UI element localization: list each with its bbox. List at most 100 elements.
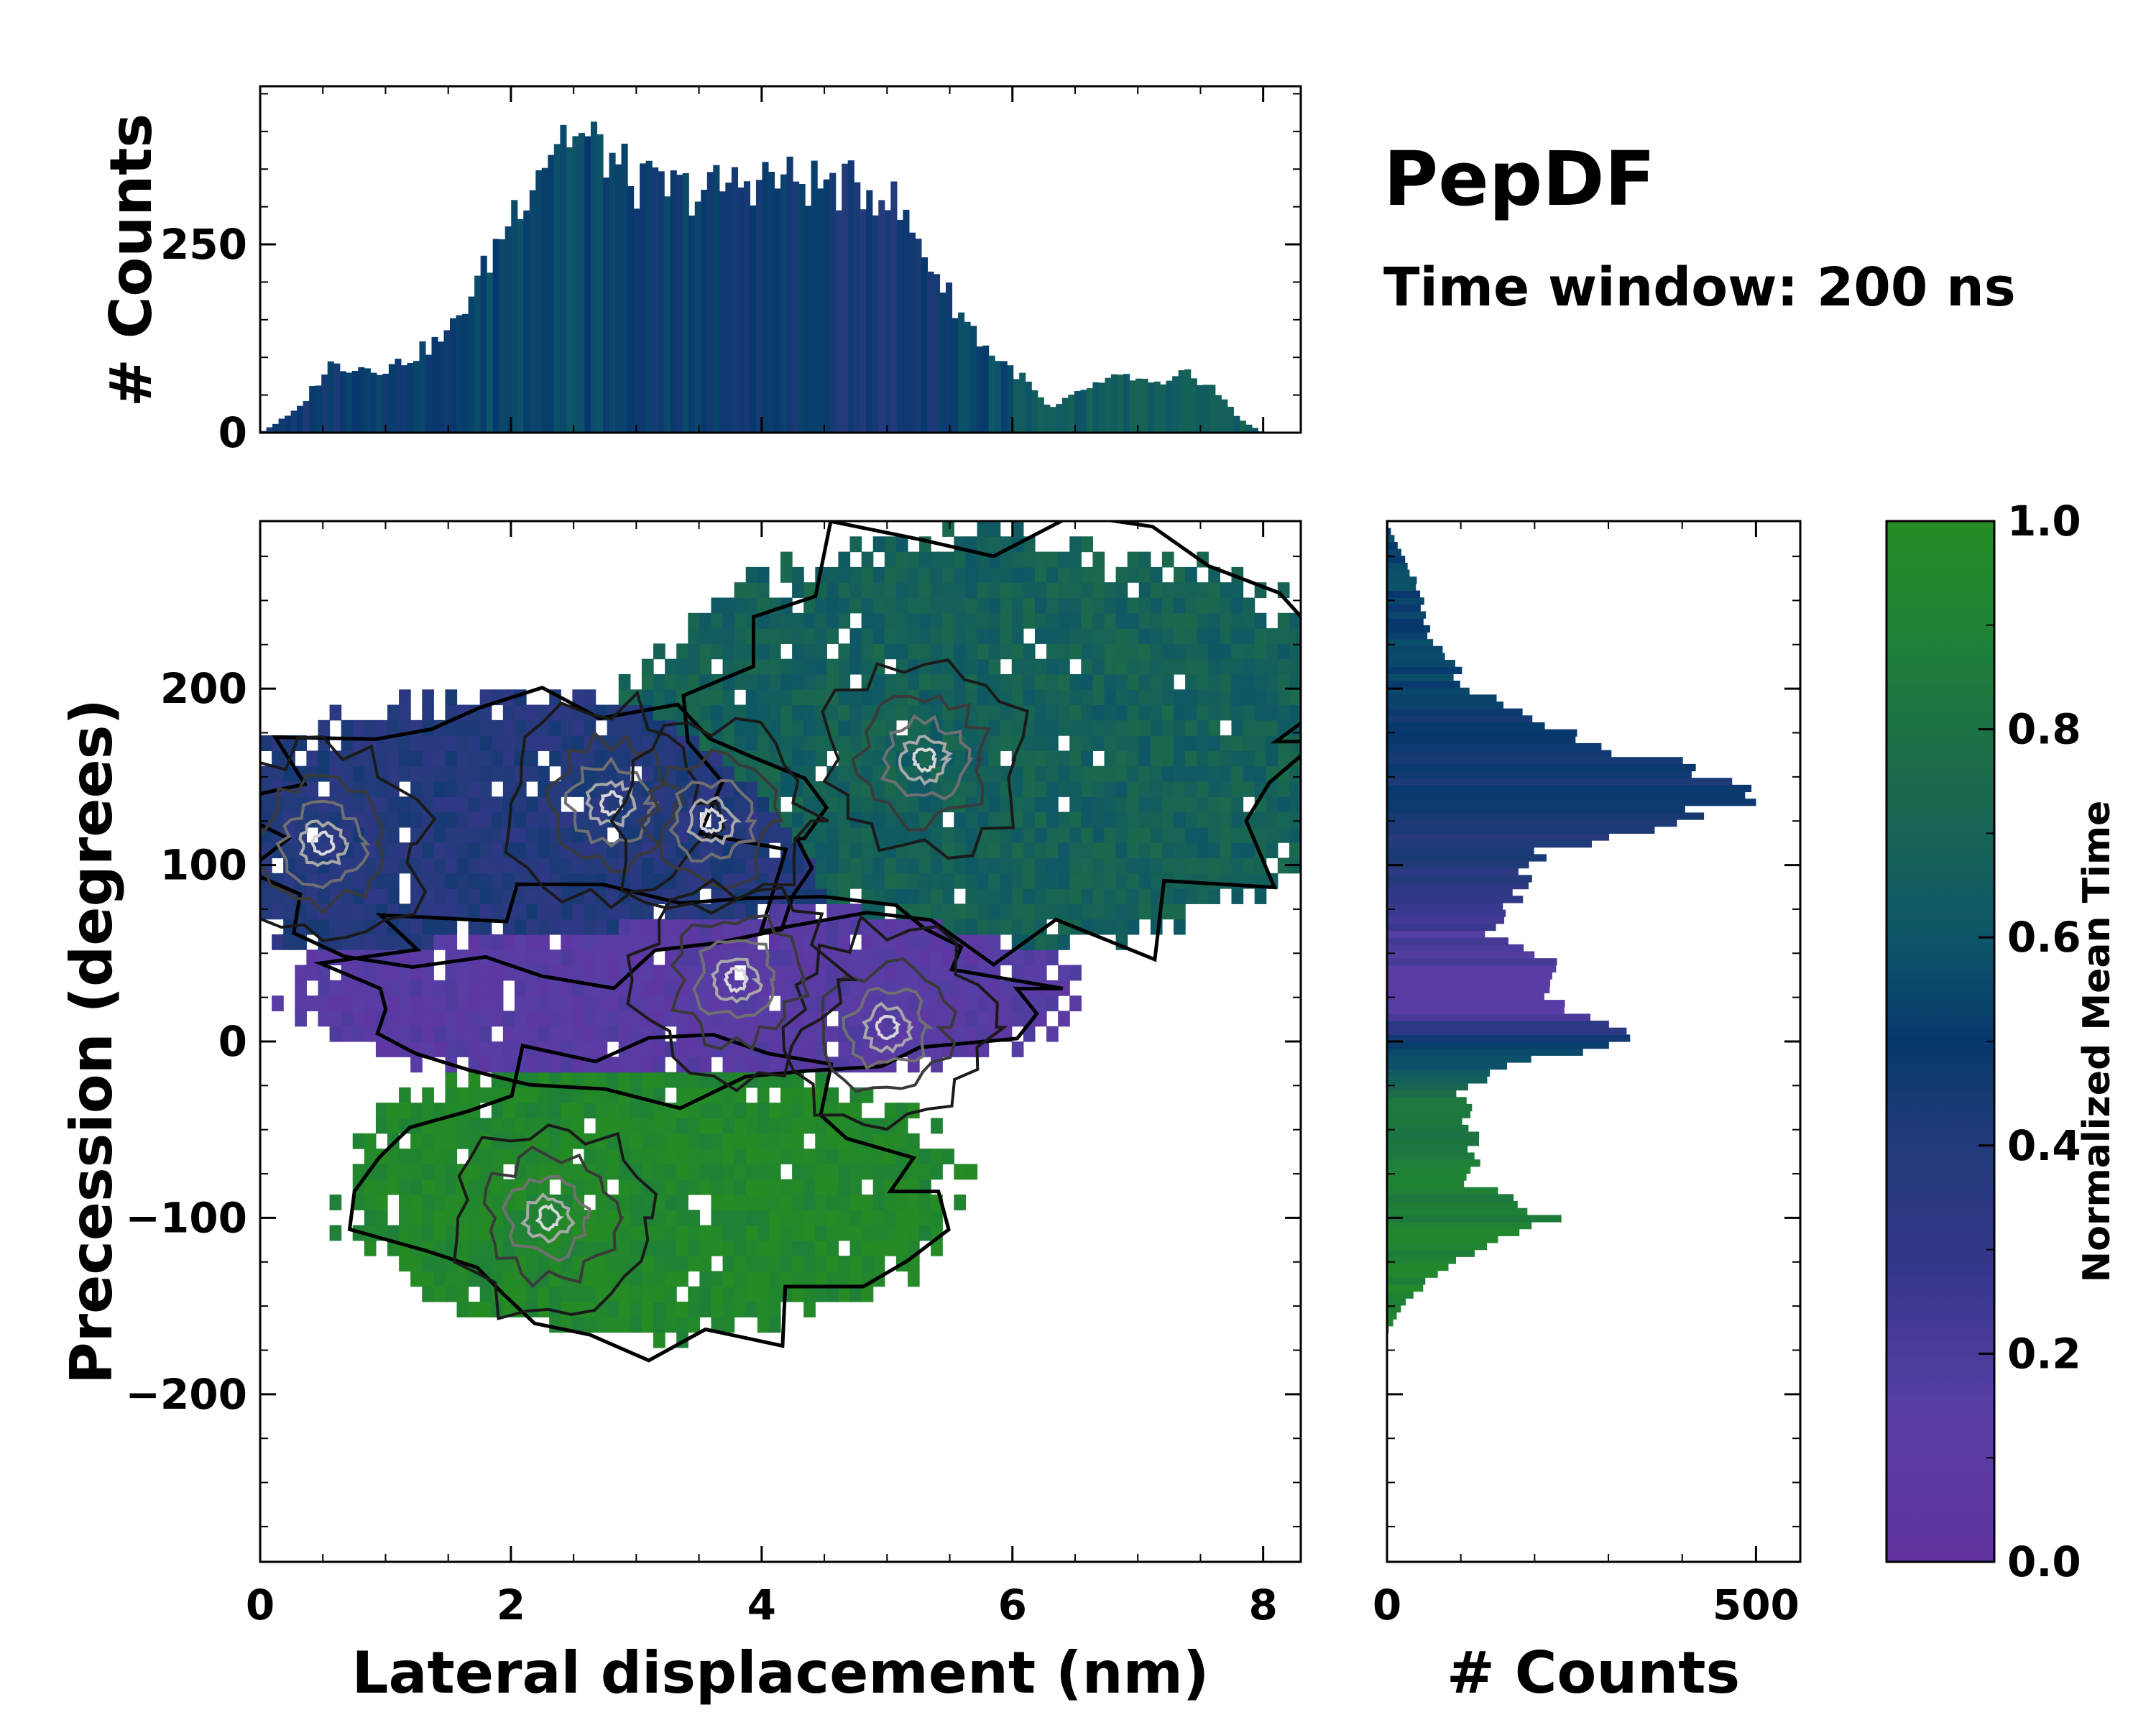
heatmap-cell bbox=[1058, 965, 1070, 981]
heatmap-cell bbox=[526, 765, 538, 782]
heatmap-cell bbox=[1231, 689, 1244, 706]
heatmap-cell bbox=[364, 934, 377, 950]
heatmap-cell bbox=[1046, 551, 1059, 568]
heatmap-cell bbox=[768, 628, 781, 644]
heatmap-cell bbox=[1000, 857, 1013, 874]
top-histogram-bar bbox=[1190, 378, 1197, 433]
right-histogram-bar bbox=[1387, 1187, 1498, 1195]
heatmap-cell bbox=[931, 903, 943, 920]
heatmap-cell bbox=[1174, 582, 1186, 599]
heatmap-cell bbox=[699, 643, 712, 660]
heatmap-cell bbox=[618, 1210, 631, 1226]
heatmap-cell bbox=[549, 857, 561, 874]
heatmap-cell bbox=[861, 612, 874, 629]
top-histogram-bar bbox=[872, 215, 879, 433]
heatmap-cell bbox=[895, 704, 908, 721]
density-contour bbox=[452, 1123, 658, 1321]
top-histogram-bar bbox=[945, 282, 953, 433]
heatmap-cell bbox=[1161, 612, 1174, 629]
heatmap-cell bbox=[1127, 628, 1140, 644]
density-contour bbox=[670, 914, 810, 1052]
right-histogram-bar bbox=[1387, 888, 1513, 896]
heatmap-cell bbox=[364, 903, 377, 920]
heatmap-cell bbox=[676, 965, 688, 981]
heatmap-cell bbox=[815, 1256, 827, 1272]
density-contour bbox=[668, 778, 757, 863]
heatmap-cell bbox=[1092, 919, 1105, 935]
heatmap-cell bbox=[757, 628, 770, 644]
main-xtick-label: 0 bbox=[246, 1581, 275, 1629]
heatmap-cell bbox=[561, 1087, 573, 1103]
heatmap-cell bbox=[1220, 750, 1233, 767]
heatmap-cell bbox=[479, 765, 492, 782]
heatmap-cell bbox=[1069, 995, 1082, 1012]
density-contour bbox=[699, 806, 728, 834]
heatmap-cell bbox=[572, 934, 585, 950]
heatmap-cell bbox=[538, 919, 550, 935]
heatmap-cell bbox=[607, 1149, 619, 1164]
heatmap-cell bbox=[653, 1057, 665, 1073]
heatmap-cell bbox=[1127, 658, 1140, 675]
heatmap-cell bbox=[387, 811, 400, 828]
heatmap-cell bbox=[491, 1133, 504, 1149]
heatmap-cell bbox=[1034, 949, 1047, 966]
heatmap-cell bbox=[1058, 811, 1070, 828]
heatmap-cell bbox=[1058, 750, 1070, 767]
heatmap-cell bbox=[1127, 643, 1140, 660]
heatmap-cell bbox=[1115, 704, 1128, 721]
heatmap-cell bbox=[757, 673, 770, 690]
heatmap-cell bbox=[456, 1118, 469, 1134]
heatmap-cell bbox=[919, 796, 931, 813]
top-histogram-bar bbox=[621, 143, 628, 433]
heatmap-cell bbox=[699, 842, 712, 859]
heatmap-cell bbox=[399, 1164, 411, 1180]
heatmap-cell bbox=[410, 1194, 423, 1210]
top-histogram-bar bbox=[492, 239, 499, 433]
top-histogram-bar bbox=[731, 167, 738, 433]
top-histogram-bar bbox=[1227, 406, 1234, 433]
heatmap-cell bbox=[1185, 842, 1197, 859]
right-histogram-bar bbox=[1387, 729, 1577, 737]
right-histogram-bar bbox=[1387, 784, 1752, 793]
density-contour bbox=[501, 1174, 591, 1263]
heatmap-cell bbox=[1081, 873, 1093, 889]
heatmap-cell bbox=[295, 1011, 307, 1027]
heatmap-cell bbox=[734, 1118, 747, 1134]
heatmap-cell bbox=[329, 919, 342, 935]
heatmap-cell bbox=[780, 1240, 793, 1256]
heatmap-cell bbox=[884, 919, 897, 935]
heatmap-cell bbox=[1058, 551, 1070, 568]
heatmap-cell bbox=[352, 903, 365, 920]
top-histogram-bar bbox=[988, 355, 995, 433]
heatmap-cell bbox=[491, 1011, 504, 1027]
heatmap-cell bbox=[965, 628, 978, 644]
heatmap-cell bbox=[942, 673, 954, 690]
heatmap-cell bbox=[630, 1011, 642, 1027]
heatmap-cell bbox=[1185, 582, 1197, 599]
heatmap-cell bbox=[745, 566, 758, 583]
right-histogram-bar bbox=[1387, 1110, 1471, 1118]
heatmap-cell bbox=[768, 1225, 781, 1241]
heatmap-cell bbox=[745, 1164, 758, 1180]
heatmap-cell bbox=[1208, 628, 1220, 644]
heatmap-cell bbox=[1023, 612, 1036, 629]
heatmap-cell bbox=[665, 919, 677, 935]
heatmap-cell bbox=[491, 842, 504, 859]
heatmap-cell bbox=[1046, 750, 1059, 767]
heatmap-cell bbox=[456, 1011, 469, 1027]
heatmap-cell bbox=[803, 643, 816, 660]
heatmap-cell bbox=[479, 1164, 492, 1180]
heatmap-cell bbox=[954, 811, 967, 828]
heatmap-cell bbox=[699, 1256, 712, 1272]
heatmap-cell bbox=[561, 965, 573, 981]
heatmap-cell bbox=[641, 1103, 654, 1119]
heatmap-cell bbox=[734, 857, 747, 874]
heatmap-cell bbox=[722, 597, 735, 614]
heatmap-cell bbox=[272, 888, 284, 904]
heatmap-cell bbox=[1127, 781, 1140, 797]
heatmap-cell bbox=[1185, 765, 1197, 782]
heatmap-cell bbox=[757, 658, 770, 675]
top-histogram-bar bbox=[1184, 369, 1192, 433]
heatmap-cell bbox=[445, 857, 458, 874]
heatmap-cell bbox=[895, 796, 908, 813]
